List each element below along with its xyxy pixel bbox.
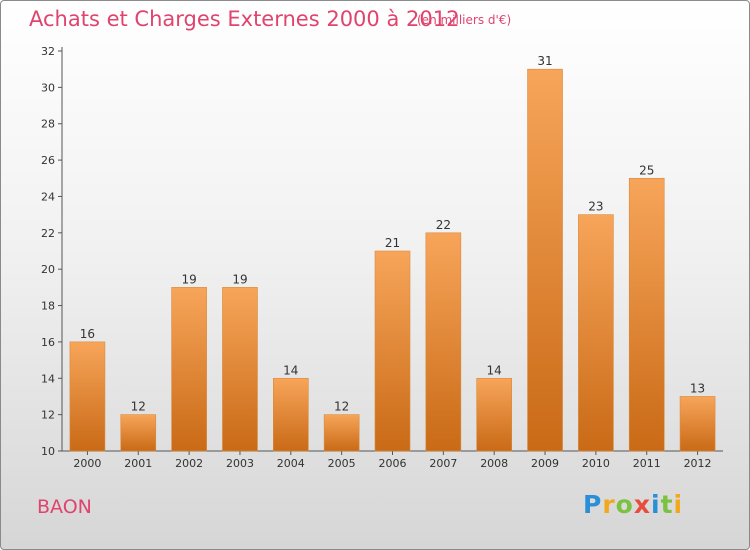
y-tick-label: 26 [41, 154, 55, 167]
value-label: 19 [181, 272, 196, 286]
value-label: 21 [385, 236, 400, 250]
x-tick-label: 2005 [328, 457, 356, 470]
x-tick-label: 2008 [480, 457, 508, 470]
x-tick-label: 2002 [175, 457, 203, 470]
bar-2009 [527, 68, 563, 452]
bar-2005 [323, 414, 360, 452]
y-tick-label: 12 [41, 409, 55, 422]
chart-title: Achats et Charges Externes 2000 à 2012 [29, 7, 460, 31]
y-tick-label: 32 [41, 45, 55, 58]
bars [69, 68, 716, 452]
bar-2002 [171, 287, 207, 452]
y-tick-label: 14 [41, 372, 55, 385]
chart-subtitle: (en milliers d'€) [417, 13, 512, 27]
x-tick-label: 2010 [582, 457, 610, 470]
bar-2007 [425, 232, 462, 452]
logo-letter: i [651, 490, 661, 519]
axes: 10 12 14 16 18 20 22 24 26 28 30 32 [41, 45, 723, 458]
value-label: 22 [436, 218, 451, 232]
value-label: 12 [131, 400, 146, 414]
x-tick-label: 2012 [684, 457, 712, 470]
bar-2010 [578, 214, 614, 452]
x-tick-label: 2007 [429, 457, 457, 470]
value-label: 31 [537, 54, 552, 68]
y-tick-label: 16 [41, 336, 55, 349]
x-tick-label: 2009 [531, 457, 559, 470]
commune-name: BAON [37, 496, 92, 518]
bar-2006 [374, 250, 411, 452]
y-tick-label: 30 [41, 81, 55, 94]
y-tick-label: 18 [41, 300, 55, 313]
logo-letter: P [583, 490, 603, 519]
proxiti-logo: Proxiti [583, 490, 683, 519]
y-tick-label: 20 [41, 263, 55, 276]
x-tick-label: 2004 [277, 457, 305, 470]
x-tick-label: 2011 [633, 457, 661, 470]
y-tick-label: 28 [41, 118, 55, 131]
logo-letter: r [602, 490, 616, 519]
value-label: 16 [80, 327, 95, 341]
bar-2011 [628, 177, 665, 452]
bar-2000 [69, 341, 106, 452]
x-tick-label: 2000 [73, 457, 101, 470]
x-tick-label: 2001 [124, 457, 152, 470]
value-label: 13 [690, 381, 705, 395]
logo-letter: i [673, 490, 684, 519]
bar-2001 [120, 414, 157, 452]
value-label: 23 [588, 200, 603, 214]
labels: 2000 16 2001 12 2002 19 2003 19 2004 14 2005 12 2006… [73, 54, 711, 470]
logo-letter: o [615, 490, 634, 519]
value-label: 14 [487, 363, 502, 377]
x-tick-label: 2003 [226, 457, 254, 470]
value-label: 12 [334, 400, 349, 414]
bar-2012 [679, 396, 716, 452]
y-tick-label: 22 [41, 227, 55, 240]
value-label: 14 [283, 363, 298, 377]
logo-letter: t [660, 490, 674, 519]
value-label: 19 [232, 272, 247, 286]
bar-2008 [476, 377, 512, 452]
y-tick-label: 24 [41, 190, 55, 203]
x-tick-label: 2006 [379, 457, 407, 470]
logo-letter: x [633, 490, 651, 519]
bar-2004 [273, 377, 309, 452]
y-tick-label: 10 [41, 445, 55, 458]
value-label: 25 [639, 163, 654, 177]
bar-2003 [222, 287, 258, 452]
